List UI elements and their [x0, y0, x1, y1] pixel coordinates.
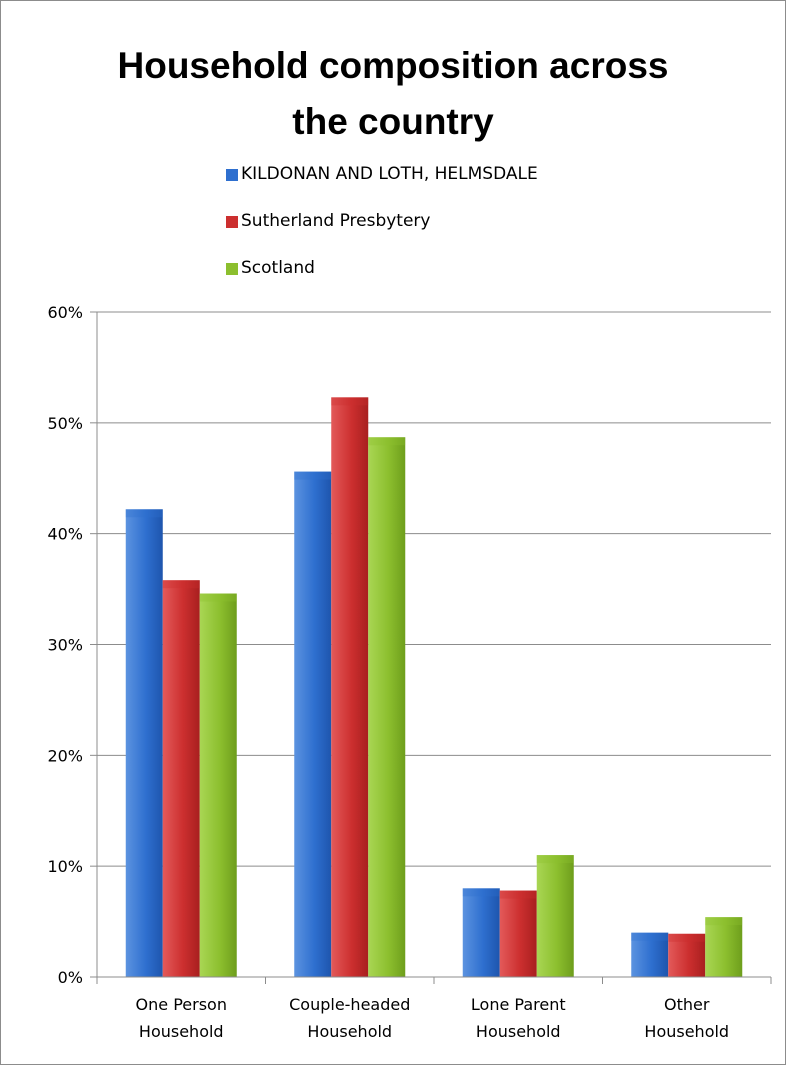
bar-top-scotland — [705, 917, 743, 926]
bar-top-kildonan — [631, 932, 669, 941]
legend-item-kildonan: KILDONAN AND LOTH, HELMSDALE — [226, 164, 538, 211]
bar-kildonan — [294, 471, 332, 977]
legend-swatch-kildonan — [226, 169, 238, 181]
bar-sutherland — [331, 397, 369, 977]
legend-label-kildonan: KILDONAN AND LOTH, HELMSDALE — [241, 164, 538, 184]
chart-legend: KILDONAN AND LOTH, HELMSDALE Sutherland … — [226, 164, 538, 305]
x-category-label: Household — [476, 1022, 561, 1041]
x-category-label: Household — [644, 1022, 729, 1041]
y-tick-label: 60% — [47, 303, 83, 322]
legend-item-sutherland: Sutherland Presbytery — [226, 211, 538, 258]
chart-title-line-1: Household composition across — [117, 45, 669, 86]
y-tick-label: 10% — [47, 857, 83, 876]
y-tick-label: 50% — [47, 414, 83, 433]
bar-top-scotland — [368, 437, 406, 446]
bar-top-sutherland — [331, 397, 369, 406]
chart-title-line-2: the country — [292, 101, 494, 142]
bar-top-scotland — [199, 593, 237, 602]
bar-top-kildonan — [462, 888, 500, 897]
bar-sutherland — [499, 890, 537, 977]
y-tick-label: 20% — [47, 746, 83, 765]
chart-title: Household composition across the country — [0, 38, 786, 150]
x-category-label: One Person — [136, 995, 227, 1014]
x-category-label: Lone Parent — [471, 995, 566, 1014]
x-category-label: Other — [664, 995, 710, 1014]
legend-label-sutherland: Sutherland Presbytery — [241, 211, 431, 231]
bar-sutherland — [668, 933, 706, 977]
y-tick-label: 0% — [58, 968, 83, 987]
bar-kildonan — [462, 888, 500, 977]
bar-scotland — [536, 855, 574, 977]
legend-swatch-scotland — [226, 263, 238, 275]
x-category-label: Household — [139, 1022, 224, 1041]
x-category-label: Couple-headed — [289, 995, 410, 1014]
bar-scotland — [368, 437, 406, 977]
y-tick-label: 30% — [47, 636, 83, 655]
bar-kildonan — [125, 509, 163, 977]
y-tick-label: 40% — [47, 525, 83, 544]
bar-sutherland — [162, 580, 200, 977]
bar-scotland — [199, 593, 237, 977]
bar-top-sutherland — [499, 890, 537, 899]
bar-scotland — [705, 917, 743, 977]
bar-top-kildonan — [294, 471, 332, 480]
bar-kildonan — [631, 932, 669, 977]
bar-top-scotland — [536, 855, 574, 864]
bar-top-kildonan — [125, 509, 163, 518]
legend-label-scotland: Scotland — [241, 258, 315, 278]
legend-swatch-sutherland — [226, 216, 238, 228]
bar-top-sutherland — [162, 580, 200, 589]
legend-item-scotland: Scotland — [226, 258, 538, 305]
x-category-label: Household — [307, 1022, 392, 1041]
bar-top-sutherland — [668, 933, 706, 942]
